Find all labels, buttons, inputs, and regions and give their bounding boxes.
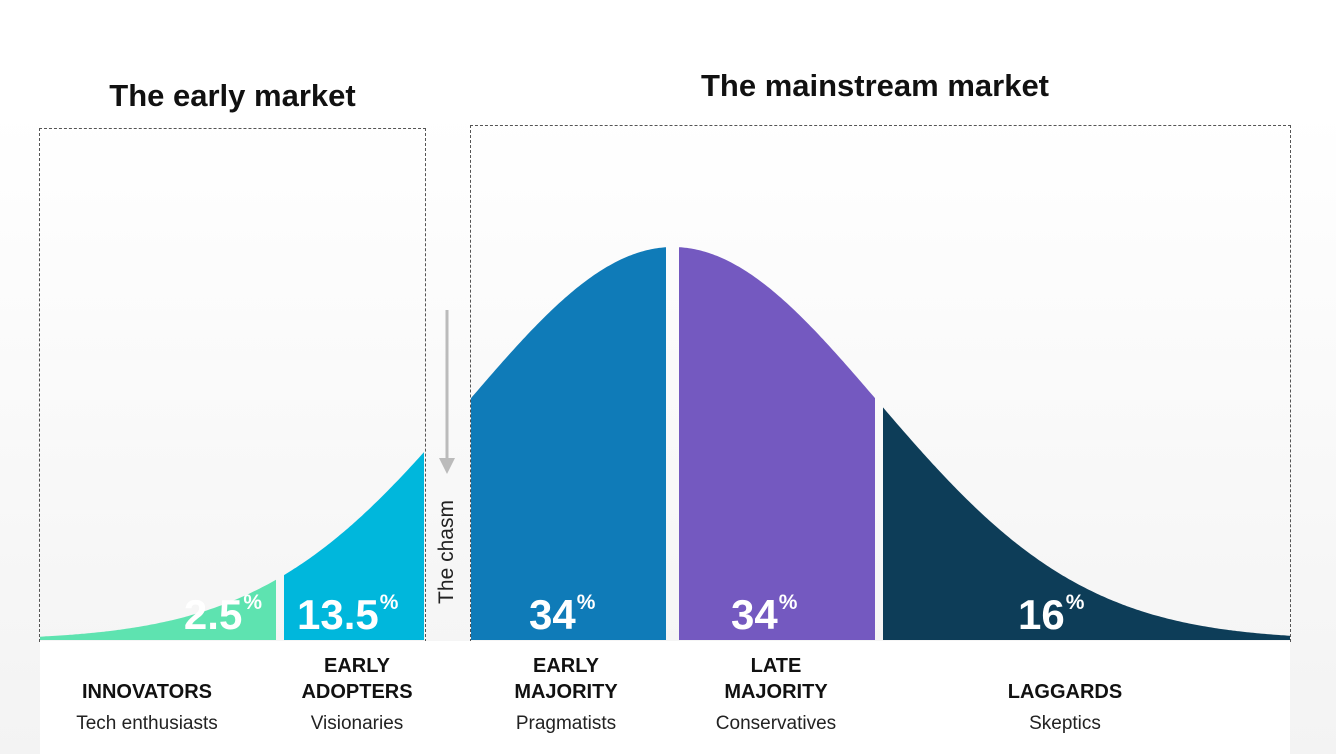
early-majority-name-line1: EARLY	[533, 655, 599, 677]
late-majority-subtitle: Conservatives	[715, 713, 837, 734]
innovators-percentage: 2.5%	[183, 591, 262, 638]
early-majority-segment	[471, 247, 666, 640]
innovators-subtitle: Tech enthusiasts	[76, 713, 218, 734]
chasm-arrow-icon	[439, 310, 455, 474]
early-adopters-label: EARLY ADOPTERS Visionaries	[247, 653, 467, 737]
early-adopters-name-line1: EARLY	[324, 655, 390, 677]
laggards-subtitle: Skeptics	[1029, 713, 1101, 734]
early-majority-label: EARLY MAJORITY Pragmatists	[456, 653, 676, 737]
early-adopters-segment	[284, 452, 424, 640]
early-majority-subtitle: Pragmatists	[515, 713, 617, 734]
innovators-name-line2: INNOVATORS	[81, 681, 212, 703]
early-market-title: The early market	[109, 78, 356, 113]
late-majority-name-line1: LATE	[750, 655, 802, 677]
innovators-label: INNOVATORS Tech enthusiasts	[37, 653, 257, 737]
late-majority-name-line2: MAJORITY	[724, 681, 828, 703]
laggards-label: LAGGARDS Skeptics	[955, 653, 1175, 737]
chasm-label: The chasm	[435, 500, 458, 604]
early-adopters-percentage: 13.5%	[297, 591, 399, 638]
early-adopters-name-line2: ADOPTERS	[301, 681, 413, 703]
mainstream-market-title: The mainstream market	[700, 68, 1050, 103]
laggards-segment	[883, 407, 1290, 640]
early-adopters-subtitle: Visionaries	[310, 713, 404, 734]
early-majority-percentage: 34%	[529, 591, 596, 638]
late-majority-label: LATE MAJORITY Conservatives	[666, 653, 886, 737]
laggards-name-line2: LAGGARDS	[1007, 681, 1123, 703]
laggards-percentage: 16%	[1018, 591, 1085, 638]
late-majority-segment	[679, 247, 875, 640]
segment-labels	[40, 641, 1290, 754]
early-majority-name-line2: MAJORITY	[514, 681, 618, 703]
innovators-segment	[40, 579, 276, 640]
late-majority-percentage: 34%	[731, 591, 798, 638]
innovators-name-line1	[37, 653, 257, 679]
laggards-name-line1	[955, 653, 1175, 679]
